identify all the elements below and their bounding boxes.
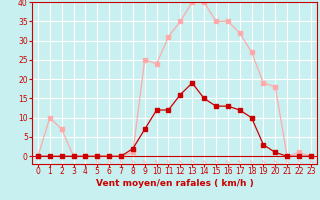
Text: ←: ← xyxy=(141,158,148,164)
Text: ←: ← xyxy=(165,158,172,164)
Text: ←: ← xyxy=(130,158,136,164)
Text: ←: ← xyxy=(189,158,196,164)
Text: ←: ← xyxy=(236,158,243,164)
Text: ←: ← xyxy=(248,158,255,164)
Text: ←: ← xyxy=(118,158,124,164)
X-axis label: Vent moyen/en rafales ( km/h ): Vent moyen/en rafales ( km/h ) xyxy=(96,179,253,188)
Text: ←: ← xyxy=(94,158,100,164)
Text: ←: ← xyxy=(225,158,231,164)
Text: ←: ← xyxy=(260,158,267,164)
Text: ←: ← xyxy=(106,158,112,164)
Text: ←: ← xyxy=(213,158,219,164)
Text: ←: ← xyxy=(153,158,160,164)
Text: ←: ← xyxy=(201,158,207,164)
Text: ←: ← xyxy=(308,158,314,164)
Text: ←: ← xyxy=(296,158,302,164)
Text: ←: ← xyxy=(177,158,184,164)
Text: ←: ← xyxy=(272,158,278,164)
Text: ←: ← xyxy=(284,158,290,164)
